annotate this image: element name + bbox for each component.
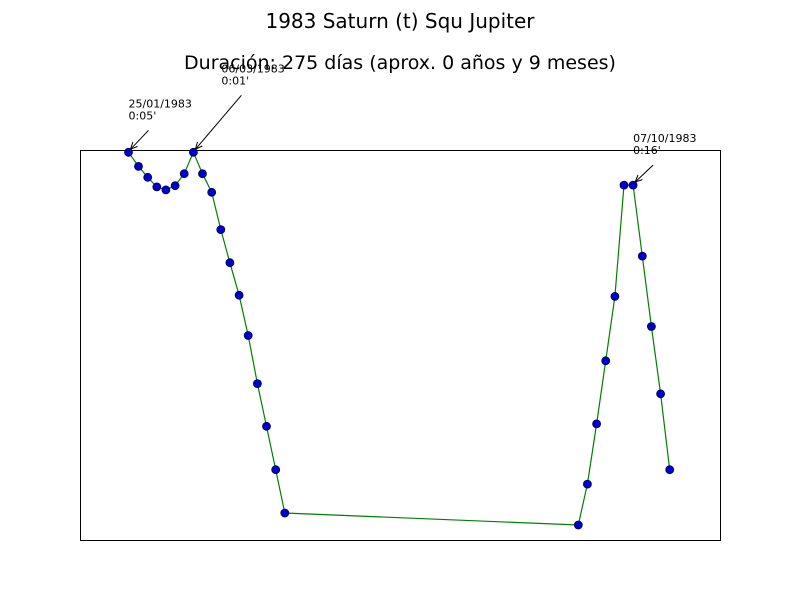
data-point-17 bbox=[280, 508, 290, 518]
data-point-12 bbox=[234, 290, 244, 300]
data-point-16 bbox=[271, 465, 281, 475]
annotation-date-2: 07/10/1983 bbox=[633, 132, 696, 145]
data-point-1 bbox=[134, 161, 143, 171]
series-layer bbox=[124, 147, 675, 530]
data-point-26 bbox=[647, 322, 656, 331]
annotation-arrow-2 bbox=[634, 164, 654, 183]
data-point-27 bbox=[656, 389, 665, 399]
data-point-19 bbox=[583, 479, 592, 489]
data-point-20 bbox=[592, 419, 601, 429]
chart-title: 1983 Saturn (t) Squ Jupiter bbox=[265, 9, 535, 33]
annotation-arrowhead-2 bbox=[634, 174, 643, 183]
data-point-6 bbox=[179, 169, 189, 179]
data-point-22 bbox=[610, 291, 620, 301]
data-point-10 bbox=[216, 225, 226, 235]
annotation-value-1: 0:01' bbox=[221, 74, 249, 87]
annotation-date-1: 06/03/1983 bbox=[221, 62, 284, 75]
data-point-28 bbox=[665, 465, 675, 475]
plot-frame bbox=[80, 150, 721, 541]
data-point-3 bbox=[152, 182, 162, 192]
annotation-date-0: 25/01/1983 bbox=[129, 97, 192, 110]
data-point-21 bbox=[601, 356, 611, 366]
data-point-0 bbox=[124, 147, 133, 157]
series-line bbox=[128, 150, 671, 526]
annotation-arrowhead-1 bbox=[194, 141, 203, 151]
data-point-7 bbox=[188, 147, 198, 157]
data-point-5 bbox=[170, 181, 180, 191]
annotation-arrow-1 bbox=[195, 94, 242, 150]
annotation-value-0: 0:05' bbox=[129, 109, 157, 122]
data-point-11 bbox=[225, 258, 235, 268]
data-point-4 bbox=[161, 185, 171, 195]
annotation-value-2: 0:16' bbox=[633, 144, 661, 157]
data-point-2 bbox=[143, 172, 153, 182]
annotation-arrow-0 bbox=[130, 129, 149, 150]
data-point-25 bbox=[637, 251, 647, 261]
annotation-arrowhead-0 bbox=[129, 141, 138, 151]
data-point-13 bbox=[243, 331, 253, 340]
data-point-14 bbox=[252, 379, 262, 389]
data-point-18 bbox=[573, 520, 583, 530]
data-point-24 bbox=[628, 180, 638, 190]
data-point-23 bbox=[619, 180, 629, 190]
data-point-15 bbox=[262, 421, 271, 431]
data-point-9 bbox=[207, 187, 217, 197]
data-point-8 bbox=[198, 169, 207, 179]
chart-subtitle: Duración: 275 días (aprox. 0 años y 9 me… bbox=[184, 52, 616, 74]
